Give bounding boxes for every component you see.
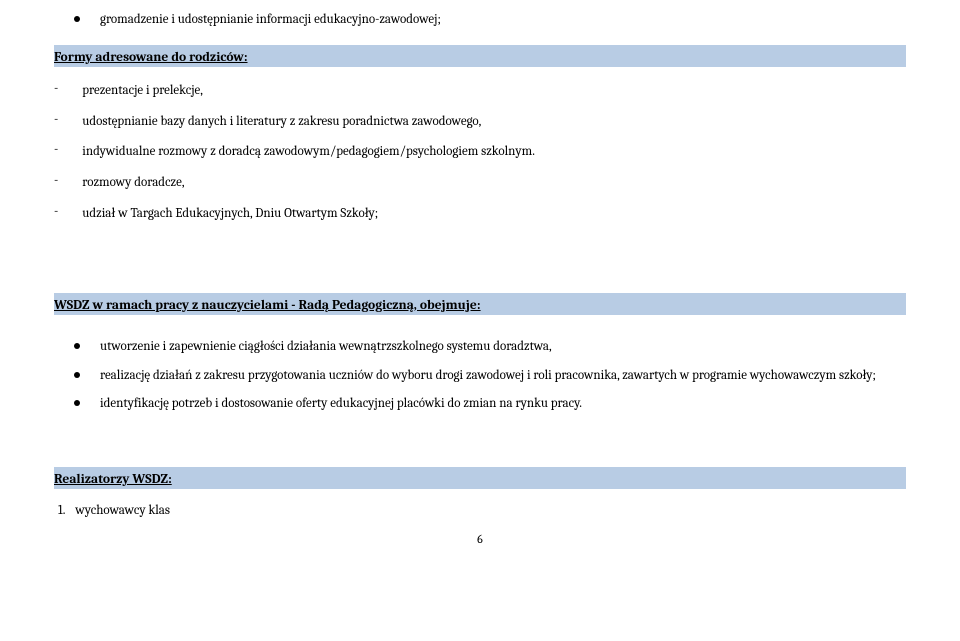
section-heading: Realizatorzy WSDZ: — [54, 472, 172, 487]
bullet-item: identyfikację potrzeb i dostosowanie ofe… — [54, 394, 906, 415]
dash-item: - rozmowy doradcze, — [54, 173, 906, 194]
bullet-text: gromadzenie i udostępnianie informacji e… — [100, 10, 441, 31]
dash-item: - udział w Targach Edukacyjnych, Dniu Ot… — [54, 204, 906, 225]
dash-text: prezentacje i prelekcje, — [82, 81, 203, 102]
bullet-item: gromadzenie i udostępnianie informacji e… — [54, 10, 906, 31]
bullet-item: utworzenie i zapewnienie ciągłości dział… — [54, 337, 906, 358]
section-heading: Formy adresowane do rodziców: — [54, 50, 248, 65]
bullet-item: realizację działań z zakresu przygotowan… — [54, 366, 906, 387]
dash-icon: - — [54, 173, 58, 188]
bullet-dot-icon — [74, 343, 80, 349]
dash-text: udział w Targach Edukacyjnych, Dniu Otwa… — [82, 204, 378, 225]
bullet-text: realizację działań z zakresu przygotowan… — [100, 366, 876, 387]
section-heading-bar: Realizatorzy WSDZ: — [54, 467, 906, 489]
spacer — [54, 423, 906, 453]
bullet-dot-icon — [74, 16, 80, 22]
dash-icon: - — [54, 81, 58, 96]
numbered-text: wychowawcy klas — [75, 503, 170, 518]
spacer — [54, 235, 906, 279]
dash-text: udostępnianie bazy danych i literatury z… — [82, 112, 481, 133]
dash-icon: - — [54, 142, 58, 157]
bullet-dot-icon — [74, 400, 80, 406]
document-page: gromadzenie i udostępnianie informacji e… — [0, 0, 960, 546]
bullet-dot-icon — [74, 372, 80, 378]
dash-text: indywidualne rozmowy z doradcą zawodowym… — [82, 142, 535, 163]
dash-icon: - — [54, 204, 58, 219]
bullet-text: utworzenie i zapewnienie ciągłości dział… — [100, 337, 552, 358]
dash-item: - prezentacje i prelekcje, — [54, 81, 906, 102]
bullet-text: identyfikację potrzeb i dostosowanie ofe… — [100, 394, 582, 415]
numbered-item: 1. wychowawcy klas — [58, 503, 906, 518]
section-heading: WSDZ w ramach pracy z nauczycielami - Ra… — [54, 298, 481, 313]
spacer — [54, 329, 906, 337]
dash-icon: - — [54, 112, 58, 127]
section-heading-bar: Formy adresowane do rodziców: — [54, 45, 906, 67]
list-number: 1. — [58, 503, 65, 518]
section-heading-bar: WSDZ w ramach pracy z nauczycielami - Ra… — [54, 293, 906, 315]
page-number: 6 — [54, 532, 906, 546]
dash-item: - udostępnianie bazy danych i literatury… — [54, 112, 906, 133]
dash-item: - indywidualne rozmowy z doradcą zawodow… — [54, 142, 906, 163]
dash-text: rozmowy doradcze, — [82, 173, 184, 194]
